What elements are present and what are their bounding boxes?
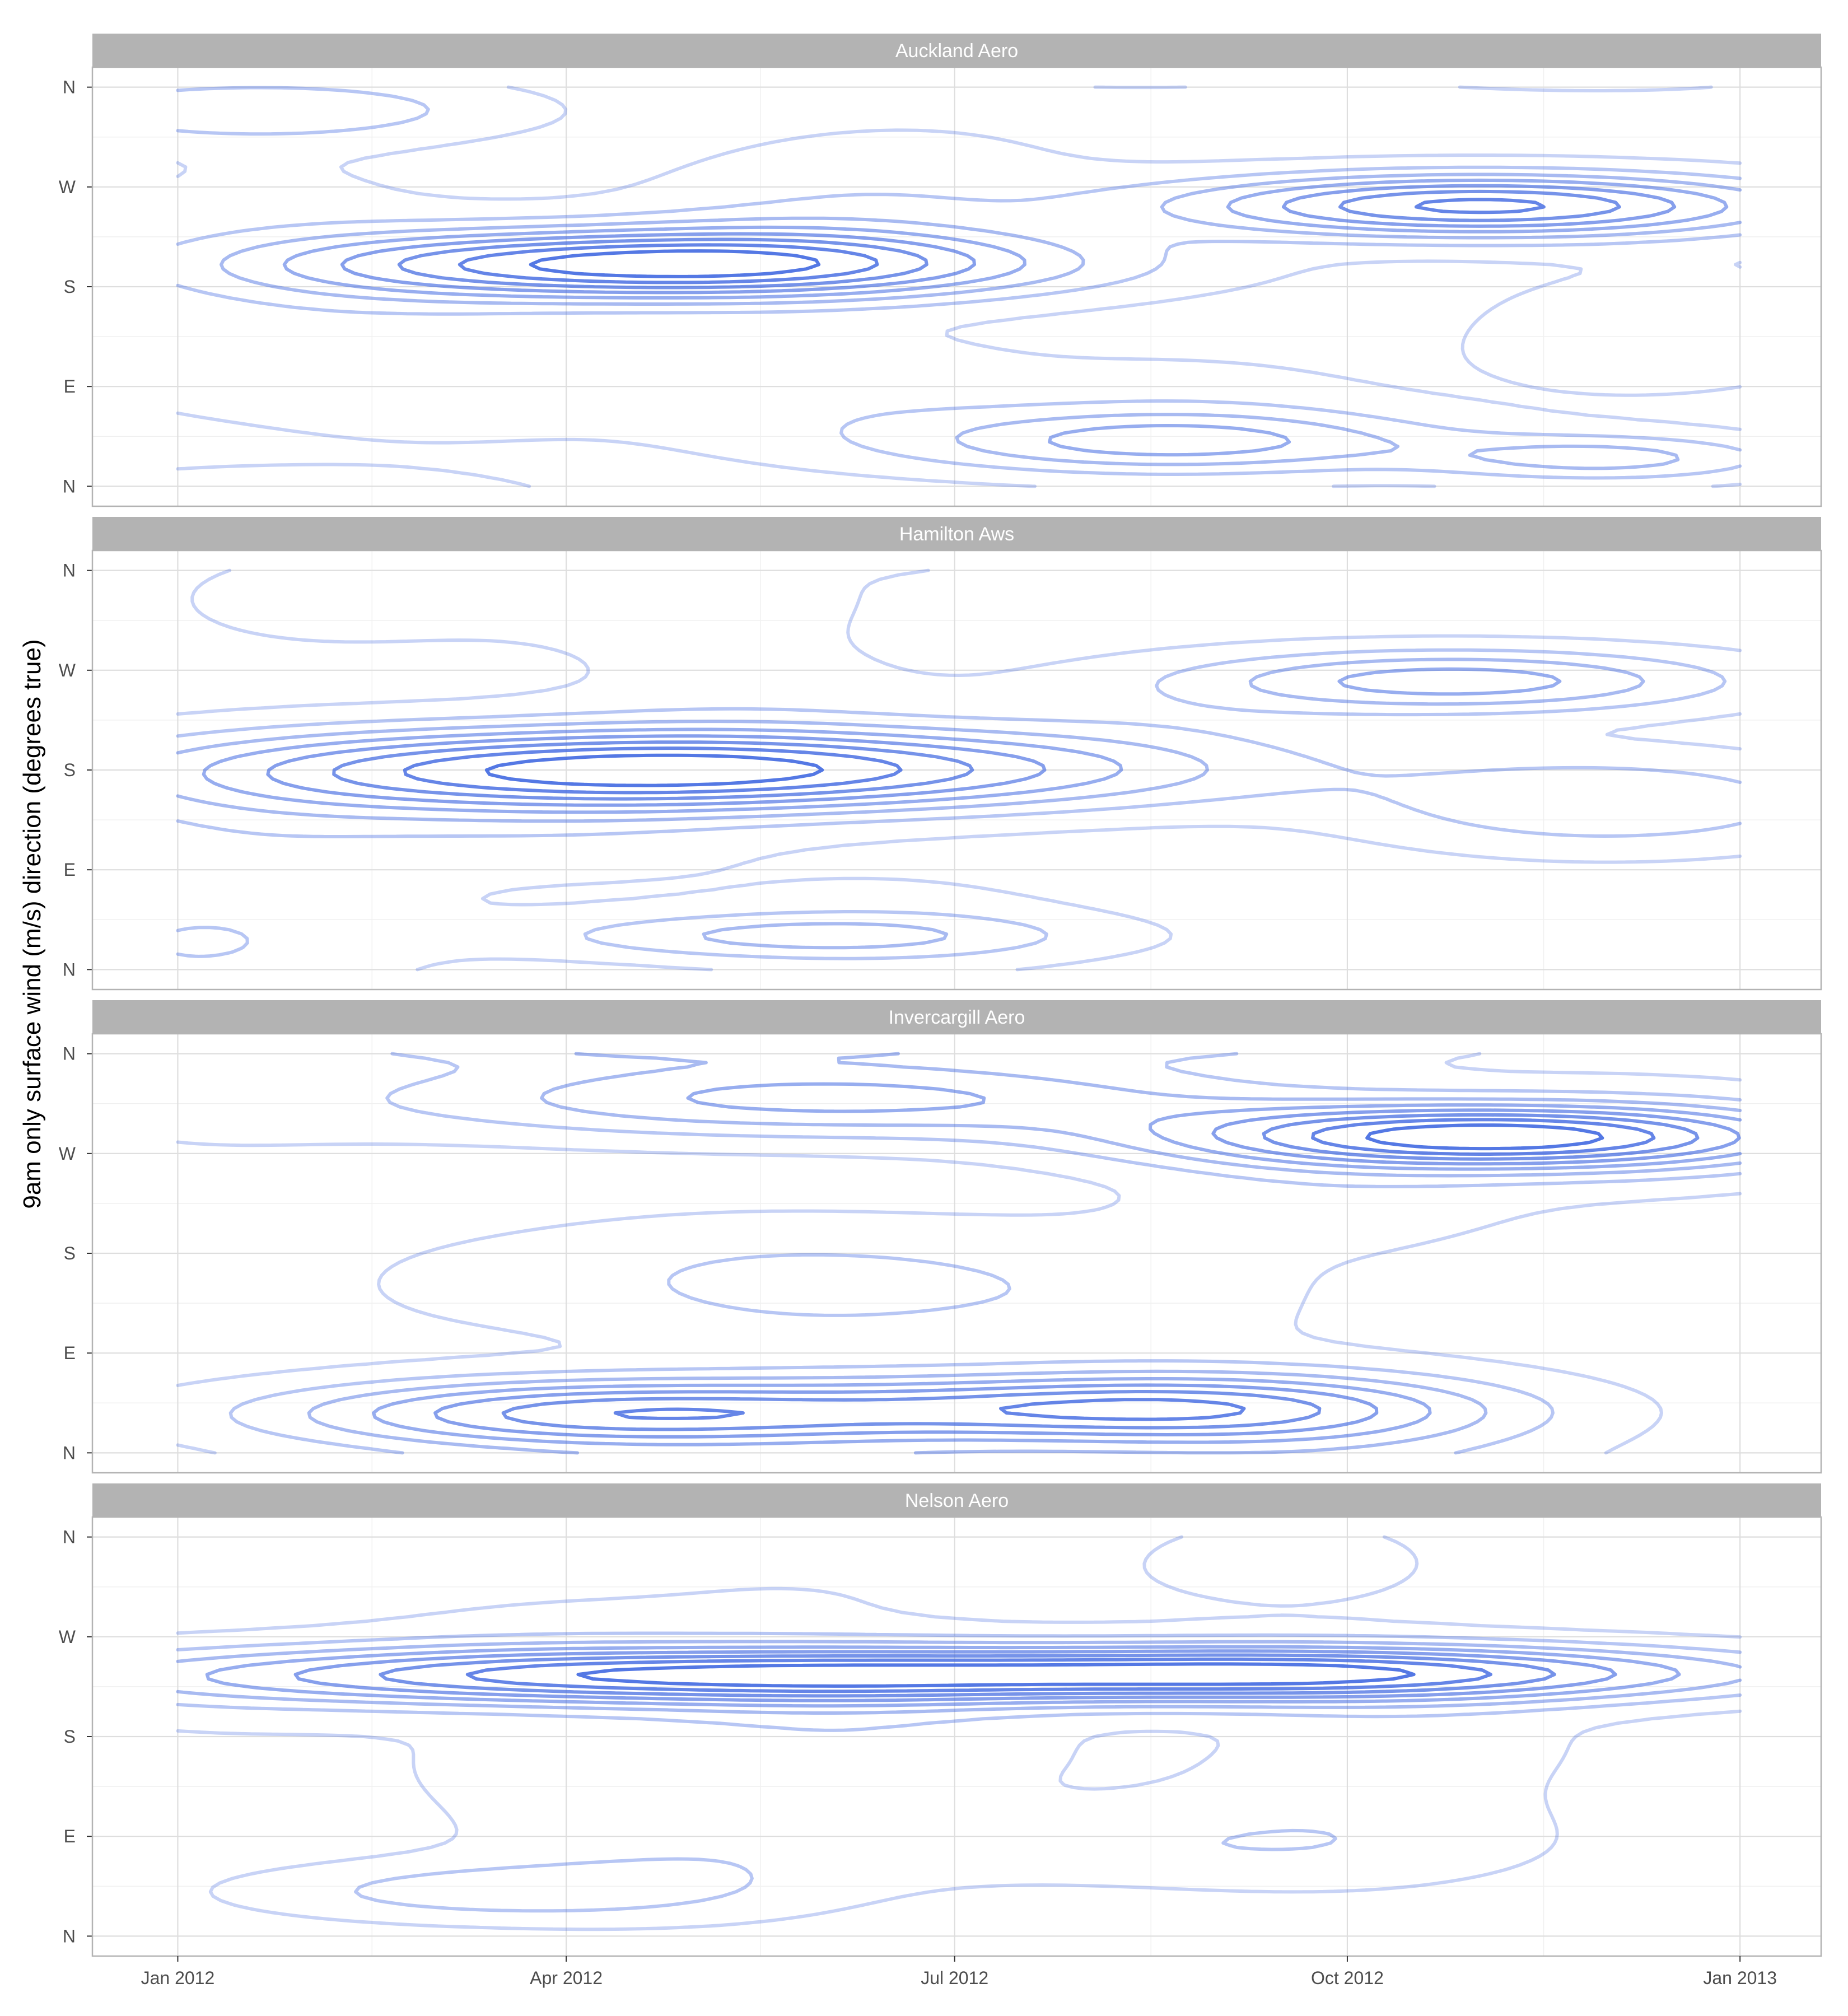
- contour-line: [176, 657, 1645, 950]
- contour-line: [176, 1640, 1742, 1715]
- y-tick-label: W: [59, 660, 76, 680]
- y-tick-label: N: [63, 1527, 76, 1547]
- contours: [176, 568, 1742, 972]
- contour-line: [176, 568, 1742, 972]
- contour-line: [465, 1657, 1492, 1693]
- contour-line: [293, 1649, 1617, 1702]
- panel-border: [91, 1516, 1822, 1957]
- y-tick-label: E: [64, 1826, 76, 1846]
- y-tick-label: N: [63, 959, 76, 979]
- y-tick-label: S: [64, 1243, 76, 1263]
- grid: [92, 550, 1821, 990]
- y-tick-label: N: [63, 561, 76, 581]
- panel-strip: [92, 1000, 1821, 1034]
- contour-line: [176, 1535, 1742, 1931]
- x-tick-label: Jan 2012: [141, 1968, 215, 1988]
- contour-line: [484, 753, 824, 787]
- y-tick-label: E: [64, 376, 76, 396]
- x-tick-label: Oct 2012: [1311, 1968, 1384, 1988]
- panel: Invercargill Aero N E S W N: [59, 1000, 1822, 1474]
- y-tick-label: N: [63, 77, 76, 97]
- panel-title: Hamilton Aws: [899, 524, 1014, 545]
- contour-line: [340, 184, 1677, 295]
- y-tick-label: N: [63, 1443, 76, 1463]
- contour-line: [501, 1113, 1700, 1431]
- y-tick-label: E: [64, 860, 76, 880]
- panel-title: Nelson Aero: [905, 1490, 1009, 1511]
- contour-line: [372, 1082, 1742, 1446]
- y-tick-label: W: [59, 1144, 76, 1164]
- contours: [176, 1535, 1742, 1931]
- y-tick-label: W: [59, 177, 76, 197]
- panel-border: [91, 66, 1822, 507]
- contour-line: [176, 1052, 1742, 1455]
- x-tick-label: Apr 2012: [530, 1968, 603, 1988]
- contour-line: [176, 85, 1742, 488]
- x-tick-label: Jan 2013: [1703, 1968, 1777, 1988]
- panel-border: [91, 549, 1822, 991]
- contour-line: [529, 249, 821, 278]
- contour-line: [202, 667, 1562, 814]
- panel: Hamilton Aws N E S W N: [59, 517, 1822, 991]
- contour-line: [1365, 1123, 1604, 1151]
- contour-line: [176, 648, 1742, 960]
- y-tick-label: E: [64, 1343, 76, 1363]
- panel-title: Invercargill Aero: [889, 1007, 1025, 1028]
- contour-line: [282, 178, 1729, 457]
- contour-line: [433, 1108, 1741, 1439]
- contour-line: [379, 1653, 1556, 1698]
- contour-line: [613, 1118, 1656, 1421]
- contour-line: [220, 172, 1742, 470]
- panel: Auckland Aero N E S W N: [59, 34, 1822, 507]
- y-tick-label: N: [63, 1044, 76, 1064]
- panel-strip: [92, 517, 1821, 550]
- y-tick-label: S: [64, 1726, 76, 1747]
- contour-line: [576, 1662, 1416, 1688]
- x-axis: Jan 2012 Apr 2012 Jul 2012 Oct 2012 Jan 2013: [141, 1956, 1777, 1988]
- contour-line: [332, 740, 974, 801]
- y-tick-label: W: [59, 1627, 76, 1647]
- y-axis-label: 9am only surface wind (m/s) direction (d…: [18, 639, 46, 1208]
- contour-line: [307, 1052, 1742, 1455]
- contour-line: [458, 198, 1546, 284]
- y-tick-label: S: [64, 277, 76, 297]
- panel: Nelson Aero N E S W N: [59, 1483, 1822, 1957]
- contour-line: [228, 1052, 1742, 1455]
- y-tick-label: N: [63, 476, 76, 496]
- panel-title: Auckland Aero: [895, 40, 1018, 62]
- contour-line: [205, 1645, 1681, 1708]
- x-tick-label: Jul 2012: [921, 1968, 988, 1988]
- contour-line: [397, 189, 1621, 290]
- y-tick-label: S: [64, 760, 76, 780]
- contours: [176, 85, 1742, 488]
- contour-line: [403, 746, 903, 795]
- contour-line: [266, 734, 1047, 807]
- panel-strip: [92, 1483, 1821, 1517]
- panel-strip: [92, 34, 1821, 67]
- y-tick-label: N: [63, 1926, 76, 1946]
- contour-line: [176, 1631, 1742, 1913]
- panel-border: [91, 1033, 1822, 1474]
- contours: [176, 1052, 1742, 1455]
- contour-line: [176, 86, 1742, 480]
